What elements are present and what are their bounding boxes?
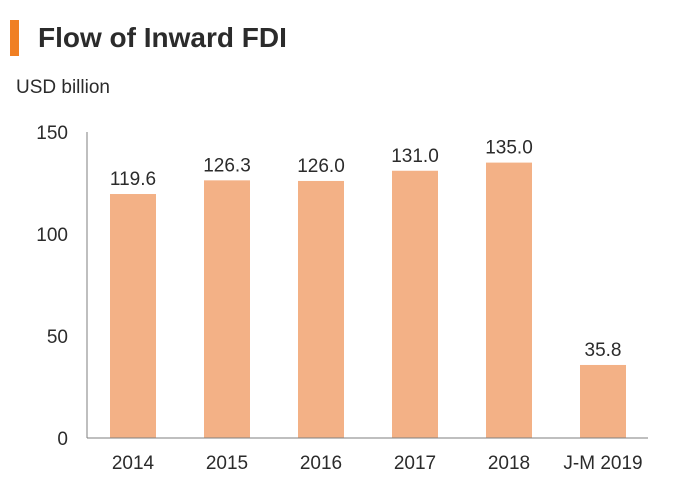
x-tick-label: 2016	[300, 453, 342, 474]
y-axis-unit-label: USD billion	[16, 77, 110, 98]
bar	[580, 364, 626, 438]
x-tick-label: 2015	[206, 453, 248, 474]
data-label: 131.0	[391, 146, 439, 167]
bar	[204, 180, 250, 438]
y-tick-label: 100	[36, 225, 68, 246]
x-tick-label: 2017	[394, 453, 436, 474]
data-label: 35.8	[585, 340, 622, 361]
chart-title: Flow of Inward FDI	[38, 22, 287, 53]
title-accent-bar	[10, 20, 19, 56]
data-label: 135.0	[485, 138, 533, 159]
y-tick-label: 0	[57, 429, 68, 450]
bar	[298, 180, 344, 438]
x-tick-label: 2018	[488, 453, 530, 474]
y-tick-label: 50	[47, 327, 68, 348]
y-tick-label: 150	[36, 123, 68, 144]
bar	[110, 194, 156, 438]
bar	[392, 170, 438, 438]
x-tick-label: 2014	[112, 453, 155, 474]
bar	[486, 162, 532, 438]
data-label: 119.6	[110, 169, 156, 190]
x-tick-label: J-M 2019	[563, 453, 642, 474]
data-label: 126.3	[203, 155, 251, 176]
data-label: 126.0	[297, 156, 345, 177]
